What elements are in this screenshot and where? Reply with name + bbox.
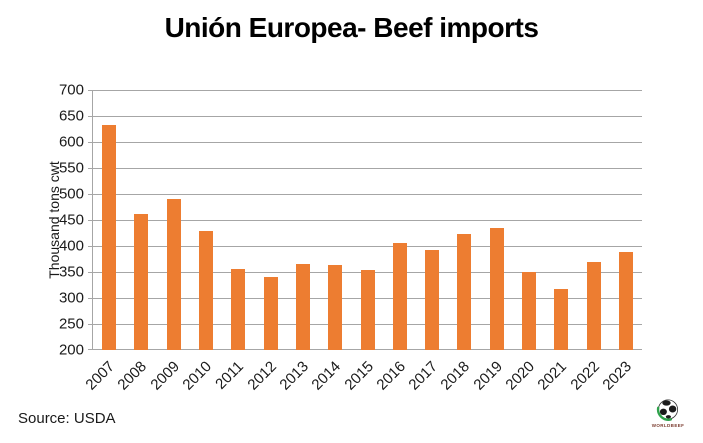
y-tick-label: 400 [58,237,84,255]
bar-2014 [328,265,342,350]
gridline [93,90,642,91]
y-tick-label: 250 [58,315,84,333]
x-tick-label: 2022 [567,358,604,394]
bar-2012 [264,277,278,350]
x-tick-label: 2020 [502,358,539,394]
y-tick-label: 500 [58,185,84,203]
y-axis-tick [88,272,93,273]
bar-2008 [134,214,148,350]
y-tick-label: 300 [58,289,84,307]
gridline [93,116,642,117]
y-axis-tick [88,298,93,299]
x-tick-label: 2016 [373,358,410,394]
y-tick-label: 550 [58,159,84,177]
gridline [93,220,642,221]
x-tick-label: 2013 [276,358,313,394]
y-axis-tick [88,349,93,350]
bar-2018 [457,234,471,350]
y-axis-tick [88,142,93,143]
x-tick-label: 2014 [308,358,345,394]
x-tick-label: 2023 [599,358,636,394]
y-tick-label: 600 [58,133,84,151]
bar-2021 [554,289,568,350]
x-tick-label: 2009 [147,358,184,394]
bar-2022 [587,262,601,350]
y-tick-label: 700 [58,81,84,99]
x-tick-label: 2011 [212,358,248,393]
y-tick-label: 200 [58,341,84,359]
bar-2010 [199,231,213,350]
x-tick-label: 2018 [437,358,474,394]
bar-2017 [425,250,439,350]
bar-2011 [231,269,245,350]
x-tick-label: 2017 [405,358,442,394]
y-axis-tick [88,324,93,325]
bar-2023 [619,252,633,350]
bar-2016 [393,243,407,350]
bar-2009 [167,199,181,350]
plot-area [88,90,642,350]
x-tick-label: 2021 [534,358,571,394]
x-tick-label: 2008 [114,358,151,394]
x-tick-label: 2015 [341,358,378,394]
y-axis-tick [88,116,93,117]
bar-2019 [490,228,504,350]
bar-2007 [102,125,116,350]
y-axis-tick [88,168,93,169]
y-tick-label: 450 [58,211,84,229]
chart-title: Unión Europea- Beef imports [164,12,539,43]
gridline [93,142,642,143]
y-tick-label: 350 [58,263,84,281]
worldbeef-logo: WORLDBEEF [648,398,688,428]
gridline [93,168,642,169]
x-tick-label: 2019 [470,358,507,394]
x-tick-label: 2012 [244,358,281,394]
source-note: Source: USDA [18,410,116,427]
y-axis-tick [88,246,93,247]
bar-2013 [296,264,310,350]
bar-2020 [522,272,536,350]
globe-icon [656,399,679,421]
y-axis-tick [88,90,93,91]
y-axis-tick [88,220,93,221]
y-tick-label: 650 [58,107,84,125]
logo-text: WORLDBEEF [651,423,685,428]
x-tick-label: 2010 [179,358,216,394]
x-tick-label: 2007 [82,358,119,394]
gridline [93,246,642,247]
gridline [93,194,642,195]
bar-2015 [361,270,375,350]
y-axis-tick [88,194,93,195]
